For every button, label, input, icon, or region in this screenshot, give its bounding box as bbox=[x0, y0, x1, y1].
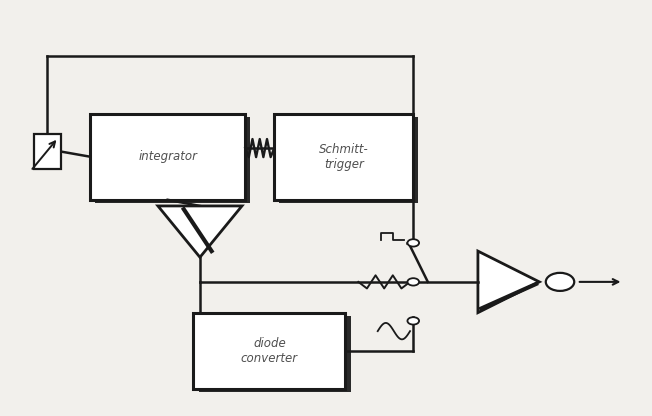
Text: diode
converter: diode converter bbox=[241, 337, 298, 365]
Bar bbox=[280, 117, 419, 203]
Circle shape bbox=[408, 239, 419, 247]
Polygon shape bbox=[478, 251, 539, 313]
Bar bbox=[199, 316, 351, 392]
Bar bbox=[274, 114, 413, 200]
Circle shape bbox=[408, 278, 419, 285]
Polygon shape bbox=[158, 206, 242, 257]
Circle shape bbox=[408, 317, 419, 324]
Bar bbox=[95, 117, 250, 203]
Text: Schmitt-
trigger: Schmitt- trigger bbox=[319, 143, 368, 171]
Circle shape bbox=[546, 273, 574, 291]
Bar bbox=[90, 114, 245, 200]
Bar bbox=[194, 313, 346, 389]
Text: integrator: integrator bbox=[138, 150, 197, 163]
Bar bbox=[34, 134, 61, 169]
